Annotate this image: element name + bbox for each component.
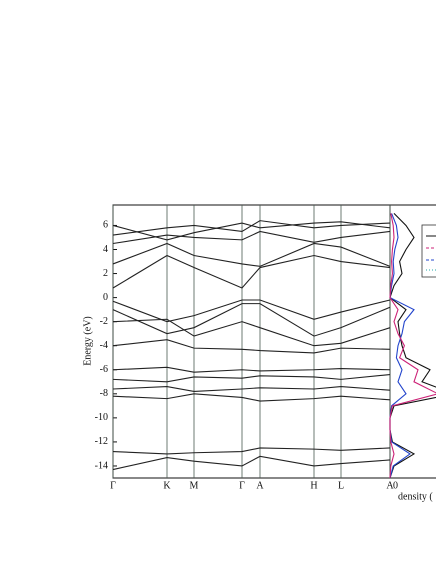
y-tick-label: 0 (103, 292, 108, 303)
x-tick-label: A (386, 480, 394, 491)
band-line (112, 339, 391, 354)
y-tick-label: -6 (100, 364, 108, 375)
legend-box (421, 224, 436, 278)
dos-line (389, 213, 436, 479)
band-line (112, 254, 391, 289)
y-tick-label: -8 (100, 388, 108, 399)
band-line (112, 220, 391, 236)
band-line (112, 242, 391, 267)
y-tick-label: -4 (100, 340, 108, 351)
band-line (112, 299, 391, 323)
y-tick-label: -2 (100, 316, 108, 327)
y-tick-label: 2 (103, 268, 108, 279)
x-tick-label: L (338, 480, 344, 491)
y-tick-label: -12 (95, 436, 108, 447)
x-axis-label: density ( (398, 491, 433, 502)
band-line (112, 230, 391, 245)
band-line (112, 455, 391, 471)
band-line (112, 393, 391, 402)
x-tick-label: A (256, 480, 264, 491)
band-line (112, 221, 391, 241)
y-axis-label: Energy (eV) (82, 316, 93, 366)
y-tick-label: 4 (103, 244, 108, 255)
x-tick-label: H (310, 480, 317, 491)
x-tick-label: Γ (110, 480, 116, 491)
y-tick-label: 6 (103, 220, 108, 231)
band-line (112, 303, 391, 337)
y-tick-label: -10 (95, 412, 108, 423)
band-line (112, 366, 391, 373)
x-tick-label: Γ (239, 480, 245, 491)
band-line (112, 374, 391, 383)
band-line (112, 447, 391, 455)
y-tick-label: -14 (95, 460, 108, 471)
x-tick-label: 0 (393, 480, 398, 491)
x-tick-label: K (163, 480, 171, 491)
x-tick-label: M (190, 480, 199, 491)
band-line (112, 318, 391, 347)
band-line (112, 386, 391, 392)
